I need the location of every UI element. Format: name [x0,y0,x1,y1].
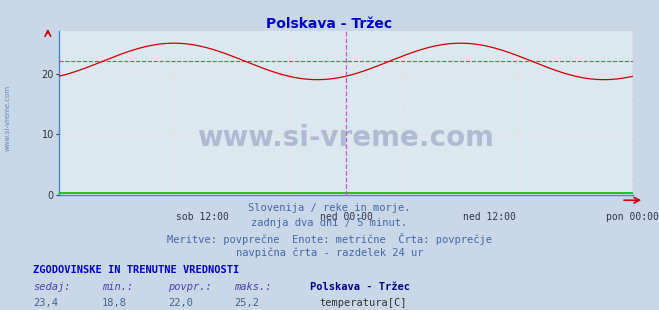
Text: 25,2: 25,2 [234,298,259,308]
Text: min.:: min.: [102,282,133,292]
Text: www.si-vreme.com: www.si-vreme.com [198,124,494,152]
Text: 22,0: 22,0 [168,298,193,308]
Text: Meritve: povprečne  Enote: metrične  Črta: povprečje: Meritve: povprečne Enote: metrične Črta:… [167,233,492,245]
Text: Slovenija / reke in morje.: Slovenija / reke in morje. [248,203,411,213]
Text: pon 00:00: pon 00:00 [606,212,659,222]
Text: ned 00:00: ned 00:00 [320,212,372,222]
Text: maks.:: maks.: [234,282,272,292]
Text: temperatura[C]: temperatura[C] [319,298,407,308]
Text: ned 12:00: ned 12:00 [463,212,516,222]
Text: sedaj:: sedaj: [33,282,71,292]
Text: 18,8: 18,8 [102,298,127,308]
Text: povpr.:: povpr.: [168,282,212,292]
Text: 23,4: 23,4 [33,298,58,308]
Text: Polskava - Tržec: Polskava - Tržec [266,17,393,31]
Text: navpična črta - razdelek 24 ur: navpična črta - razdelek 24 ur [236,248,423,258]
Text: sob 12:00: sob 12:00 [176,212,229,222]
Text: zadnja dva dni / 5 minut.: zadnja dva dni / 5 minut. [251,218,408,228]
Text: ZGODOVINSKE IN TRENUTNE VREDNOSTI: ZGODOVINSKE IN TRENUTNE VREDNOSTI [33,265,239,275]
Text: Polskava - Tržec: Polskava - Tržec [310,282,410,292]
Text: www.si-vreme.com: www.si-vreme.com [5,85,11,151]
